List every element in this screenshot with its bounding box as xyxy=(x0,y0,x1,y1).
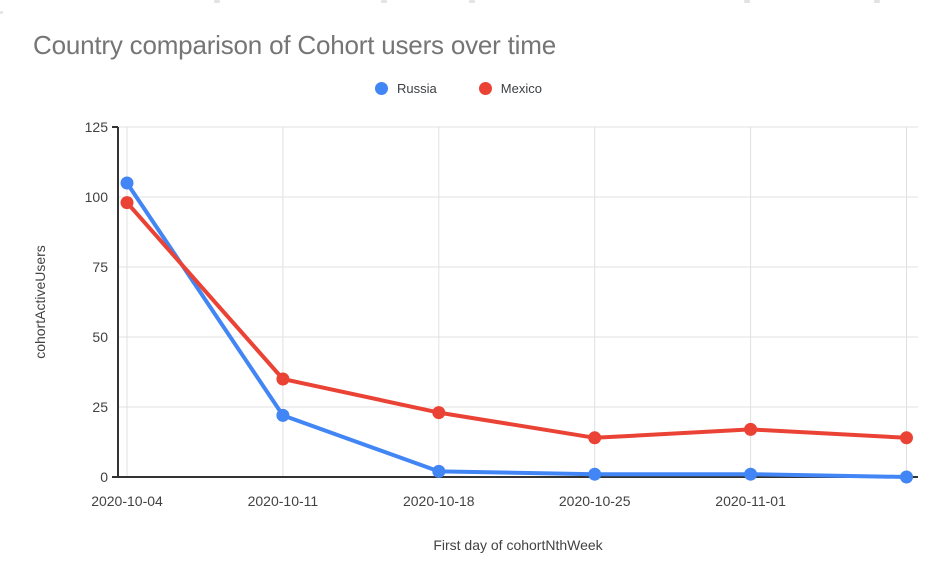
data-point-russia xyxy=(120,176,134,190)
mexico-series-dot-icon xyxy=(478,81,492,95)
y-tick-label: 100 xyxy=(85,189,109,205)
cropped-text-artifact xyxy=(874,0,880,3)
series-line-russia xyxy=(125,181,909,479)
y-tick-label: 125 xyxy=(85,119,109,135)
x-tick-label: 2020-10-11 xyxy=(248,493,319,509)
data-point-mexico xyxy=(276,372,290,386)
y-tick-label: 0 xyxy=(100,469,108,485)
cropped-text-artifact xyxy=(381,0,387,3)
x-tick-label: 2020-10-18 xyxy=(403,493,475,509)
y-tick-label: 50 xyxy=(92,329,108,345)
russia-series-dot-icon xyxy=(375,81,389,95)
cropped-text-artifact xyxy=(214,0,220,3)
x-tick-label: 2020-11-01 xyxy=(715,493,786,509)
data-point-russia xyxy=(900,470,913,484)
y-axis-title: cohortActiveUsers xyxy=(32,245,48,359)
data-point-russia xyxy=(276,408,290,422)
cropped-text-artifact xyxy=(469,0,475,3)
data-point-mexico xyxy=(900,431,913,445)
chart-title: Country comparison of Cohort users over … xyxy=(33,30,556,60)
data-point-mexico xyxy=(744,422,758,436)
cropped-text-artifact xyxy=(744,0,750,3)
legend-label-russia: Russia xyxy=(397,80,437,96)
x-tick-label: 2020-10-04 xyxy=(91,493,163,509)
data-point-mexico xyxy=(432,406,446,420)
data-point-mexico xyxy=(588,431,602,445)
data-point-russia xyxy=(588,467,602,481)
x-axis-title: First day of cohortNthWeek xyxy=(433,537,603,553)
legend-label-mexico: Mexico xyxy=(500,80,542,96)
y-tick-label: 75 xyxy=(92,259,108,275)
data-point-russia xyxy=(744,467,758,481)
data-point-russia xyxy=(432,464,446,478)
cropped-text-artifact xyxy=(0,11,3,14)
legend-item-mexico: Mexico xyxy=(478,80,542,96)
y-tick-label: 25 xyxy=(92,399,108,415)
data-point-mexico xyxy=(120,196,134,210)
legend-item-russia: Russia xyxy=(375,81,437,96)
series-line-mexico xyxy=(125,200,909,440)
x-tick-label: 2020-10-25 xyxy=(559,493,631,509)
chart-legend: Russia Mexico xyxy=(0,79,931,97)
